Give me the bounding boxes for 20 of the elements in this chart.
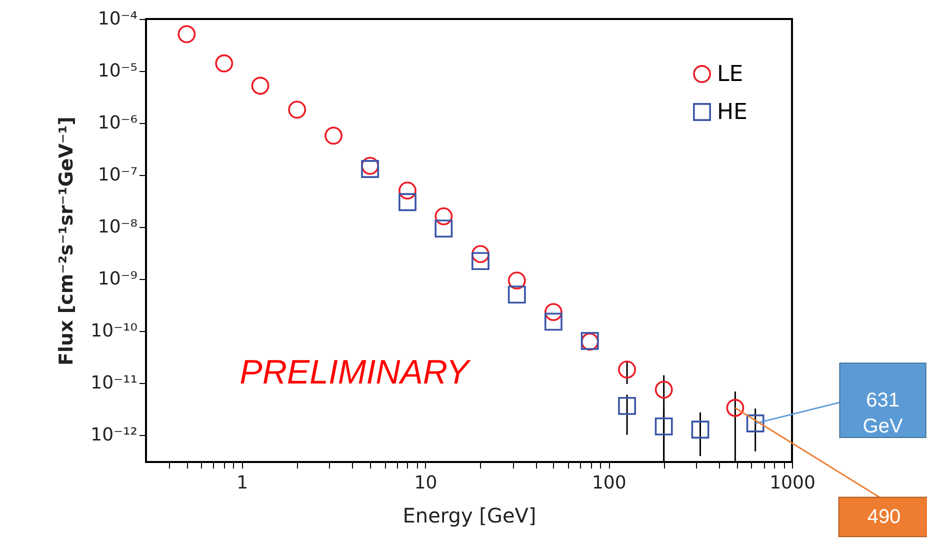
y-tick-label: 10⁻¹²: [90, 424, 138, 446]
annotation: PRELIMINARY: [240, 354, 472, 392]
y-tick-label: 10⁻⁴: [98, 8, 138, 30]
x-axis-title: Energy [GeV]: [402, 504, 536, 528]
annotation: 631 GeV: [862, 389, 904, 438]
y-axis-title: Flux [cm⁻²s⁻¹sr⁻¹GeV⁻¹]: [56, 116, 78, 366]
y-tick-label: 10⁻¹¹: [90, 372, 138, 394]
x-tick-label: 1000: [770, 472, 816, 494]
legend-label: HE: [717, 100, 748, 125]
y-tick-label: 10⁻⁸: [98, 216, 138, 238]
y-tick-label: 10⁻⁵: [98, 60, 138, 82]
legend-label: LE: [717, 62, 744, 87]
x-tick-label: 1: [236, 472, 248, 494]
y-tick-label: 10⁻⁶: [98, 112, 138, 134]
y-tick-label: 10⁻⁹: [98, 268, 138, 290]
y-tick-label: 10⁻⁷: [98, 164, 138, 186]
y-tick-label: 10⁻¹⁰: [90, 320, 138, 342]
x-tick-label: 10: [414, 472, 438, 494]
annotation: 490: [867, 506, 901, 528]
x-tick-label: 100: [592, 472, 626, 494]
